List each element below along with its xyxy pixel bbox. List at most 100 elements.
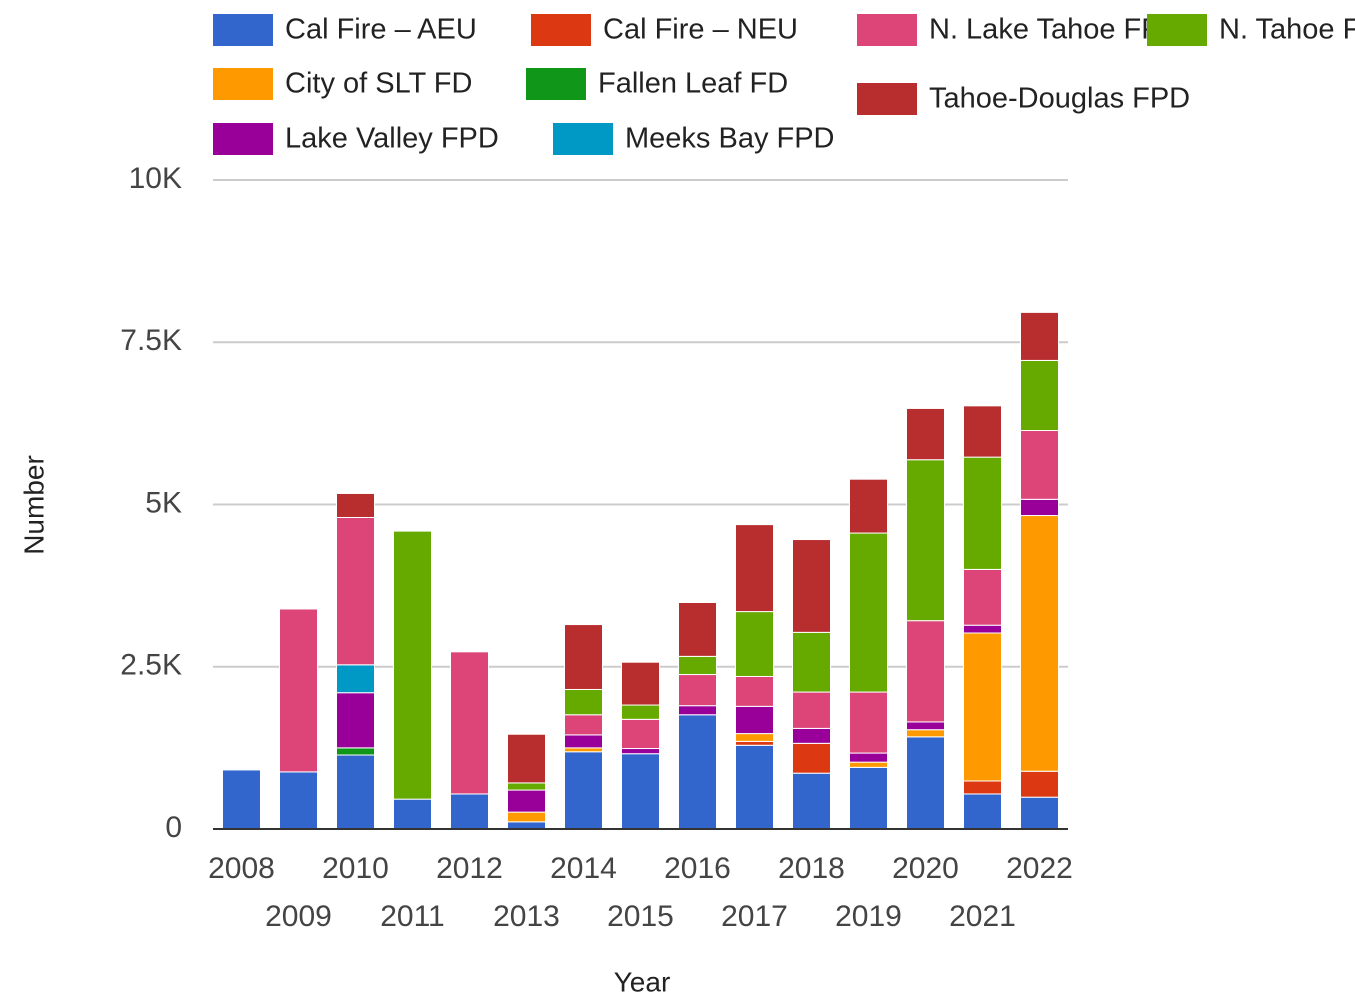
bar-segment	[564, 688, 603, 716]
bar-segment	[906, 721, 945, 731]
bar-segment	[621, 748, 660, 755]
bar-segment	[1020, 515, 1059, 772]
x-tick-label: 2016	[664, 852, 731, 885]
bar-segment	[507, 789, 546, 813]
bar-segment	[393, 798, 432, 830]
bar-segment	[336, 754, 375, 830]
bar-segment	[963, 632, 1002, 782]
bar-segment	[336, 747, 375, 756]
x-tick-label: 2018	[778, 852, 845, 885]
x-tick-label: 2019	[835, 900, 902, 933]
x-tick-label: 2020	[892, 852, 959, 885]
bar-segment	[906, 729, 945, 738]
bar-segment	[1020, 311, 1059, 361]
x-tick-label: 2021	[949, 900, 1016, 933]
bar-segment	[735, 705, 774, 735]
bar-segment	[450, 651, 489, 795]
bar-segment	[906, 459, 945, 622]
bar-segment	[621, 704, 660, 720]
bar-segment	[906, 407, 945, 461]
bar-segment	[393, 530, 432, 800]
x-tick-label: 2010	[322, 852, 389, 885]
bar-segment	[336, 516, 375, 666]
bar-segment	[792, 727, 831, 744]
legend-label: Fallen Leaf FD	[598, 68, 788, 100]
y-tick-label: 5K	[145, 486, 182, 519]
bar-segment	[735, 675, 774, 707]
bar-segment	[507, 782, 546, 791]
bar-segment	[963, 405, 1002, 458]
bar-segment	[678, 655, 717, 676]
legend-label: Cal Fire – NEU	[603, 14, 798, 46]
legend-label: Tahoe-Douglas FPD	[929, 83, 1190, 115]
legend-swatch	[531, 14, 591, 46]
bar-segment	[1020, 770, 1059, 798]
y-axis-title: Number	[18, 455, 49, 555]
bar-segment	[849, 766, 888, 830]
bar-segment	[564, 714, 603, 736]
legend-swatch	[213, 14, 273, 46]
bar-segment	[336, 492, 375, 518]
bar-segment	[678, 714, 717, 830]
bar-segment	[792, 631, 831, 693]
y-tick-label: 10K	[129, 162, 182, 195]
legend-swatch	[857, 83, 917, 115]
bar-segment	[450, 793, 489, 830]
bar-segment	[336, 692, 375, 749]
x-tick-label: 2014	[550, 852, 617, 885]
y-tick-label: 0	[165, 811, 182, 844]
bar-segment	[564, 747, 603, 753]
y-tick-label: 7.5K	[120, 324, 182, 357]
legend-label: Cal Fire – AEU	[285, 14, 477, 46]
bar-segment	[279, 771, 318, 830]
legend-swatch	[526, 68, 586, 100]
bar-segment	[507, 733, 546, 784]
bar-segment	[1020, 796, 1059, 830]
x-tick-label: 2017	[721, 900, 788, 933]
bar-segment	[849, 532, 888, 693]
y-tick-label: 2.5K	[120, 649, 182, 682]
x-tick-label: 2013	[493, 900, 560, 933]
x-tick-label: 2011	[380, 900, 445, 933]
bar-segment	[279, 608, 318, 773]
x-tick-label: 2012	[436, 852, 503, 885]
bar-segment	[735, 740, 774, 746]
bar-segment	[906, 736, 945, 830]
bar-segment	[507, 811, 546, 823]
bar-segment	[849, 752, 888, 763]
legend-label: City of SLT FD	[285, 68, 472, 100]
legend-swatch	[1147, 14, 1207, 46]
bar-segment	[963, 780, 1002, 795]
x-tick-label: 2022	[1006, 852, 1073, 885]
bar-segment	[621, 661, 660, 706]
bar-segment	[792, 539, 831, 633]
bar-segment	[564, 624, 603, 690]
legend-swatch	[857, 14, 917, 46]
bar-segment	[678, 674, 717, 707]
bar-segment	[1020, 359, 1059, 432]
legend-swatch	[213, 123, 273, 155]
bar-segment	[1020, 430, 1059, 500]
bar-segment	[963, 793, 1002, 830]
bar-segment	[792, 691, 831, 729]
legend-swatch	[213, 68, 273, 100]
x-tick-label: 2009	[265, 900, 332, 933]
bar-segment	[735, 524, 774, 613]
legend-label: Meeks Bay FPD	[625, 123, 835, 155]
legend-label: Lake Valley FPD	[285, 123, 499, 155]
bar-segment	[621, 718, 660, 750]
bar-segment	[735, 611, 774, 677]
bar-segment	[564, 734, 603, 749]
bar-segment	[906, 620, 945, 723]
bar-segment	[849, 761, 888, 768]
bar-segment	[735, 744, 774, 830]
bar-segment	[963, 456, 1002, 570]
bar-segment	[792, 742, 831, 774]
legend-swatch	[553, 123, 613, 155]
bar-segment	[963, 568, 1002, 626]
bar-segment	[336, 664, 375, 694]
bar-segment	[678, 601, 717, 657]
bar-segment	[507, 821, 546, 830]
bar-segment	[849, 478, 888, 534]
